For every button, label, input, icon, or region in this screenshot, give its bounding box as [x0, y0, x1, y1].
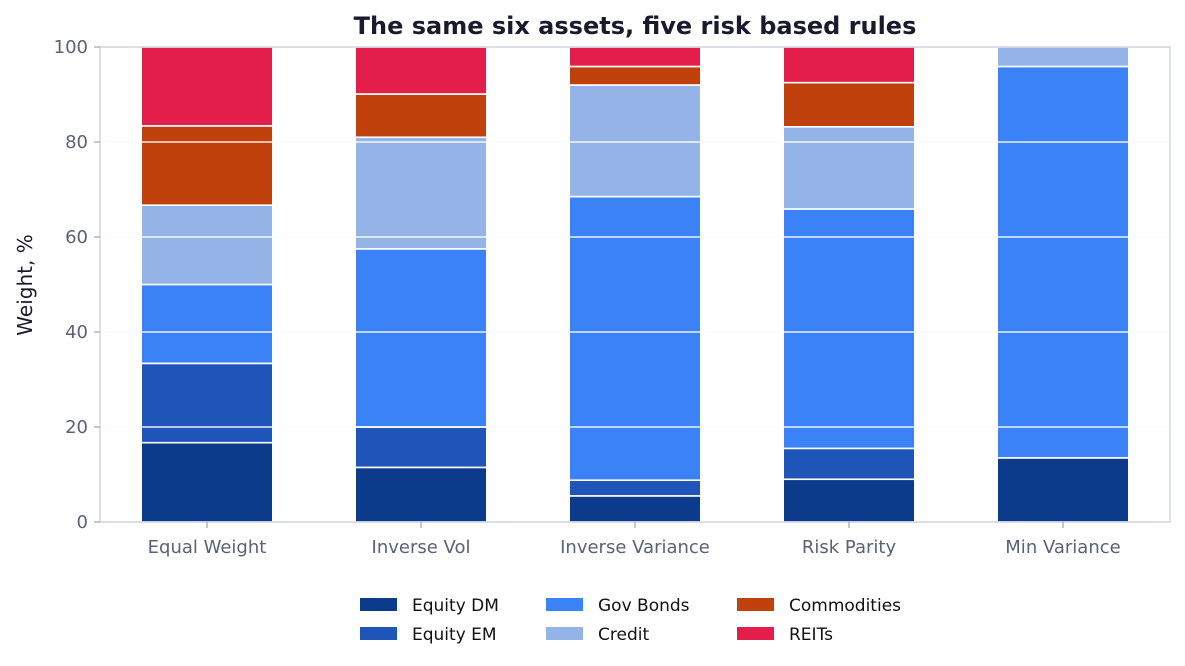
legend-label-equity-em: Equity EM: [412, 625, 497, 645]
bar-segment-commodities-inverse-variance: [568, 65, 702, 86]
bar-segment-equity-dm-inverse-vol: [354, 466, 488, 523]
bar-segment-commodities-equal-weight: [140, 125, 274, 206]
x-tick-label-inverse-variance: Inverse Variance: [560, 537, 710, 558]
bar-segment-equity-em-inverse-variance: [568, 479, 702, 497]
legend-label-commodities: Commodities: [789, 596, 901, 616]
legend: Equity DM Equity EM Gov Bonds Credit Commodi…: [360, 596, 901, 645]
bar-segment-credit-risk-parity: [782, 126, 916, 210]
legend-swatch-gov-bonds: [546, 598, 583, 611]
bar-segment-gov-bonds-risk-parity: [782, 208, 916, 450]
bar-segment-equity-dm-min-variance: [996, 457, 1130, 523]
x-tick-label-equal-weight: Equal Weight: [148, 537, 267, 558]
bar-segment-reits-inverse-vol: [354, 46, 488, 95]
bar-segment-gov-bonds-inverse-variance: [568, 195, 702, 482]
legend-swatch-equity-dm: [360, 598, 397, 611]
y-tick-label-80: 80: [65, 132, 88, 153]
bar-segment-reits-equal-weight: [140, 46, 274, 127]
bar-segment-equity-dm-equal-weight: [140, 441, 274, 523]
bar-segment-equity-em-risk-parity: [782, 447, 916, 481]
bar-segment-commodities-inverse-vol: [354, 93, 488, 139]
bar-segment-gov-bonds-inverse-vol: [354, 248, 488, 428]
legend-swatch-reits: [737, 627, 774, 640]
bar-segment-equity-dm-inverse-variance: [568, 495, 702, 523]
x-tick-label-risk-parity: Risk Parity: [802, 537, 897, 558]
bar-segment-reits-risk-parity: [782, 46, 916, 84]
legend-label-gov-bonds: Gov Bonds: [598, 596, 690, 616]
bar-segment-commodities-risk-parity: [782, 81, 916, 128]
axes: 0 20 40 60 80 100 Equal Weight Inverse Vol Inver…: [54, 37, 1171, 558]
bars: [100, 46, 1170, 523]
bar-segment-credit-equal-weight: [140, 204, 274, 286]
legend-label-equity-dm: Equity DM: [412, 596, 499, 616]
x-tick-label-min-variance: Min Variance: [1005, 537, 1120, 558]
y-axis-label: Weight, %: [13, 234, 37, 335]
legend-swatch-commodities: [737, 598, 774, 611]
y-tick-label-100: 100: [54, 37, 88, 58]
bar-segment-equity-em-inverse-vol: [354, 426, 488, 469]
bar-segment-equity-dm-risk-parity: [782, 478, 916, 523]
legend-swatch-credit: [546, 627, 583, 640]
bar-segment-equity-em-equal-weight: [140, 362, 274, 444]
bar-segment-gov-bonds-min-variance: [996, 65, 1130, 459]
bar-segment-credit-inverse-variance: [568, 84, 702, 198]
y-tick-label-40: 40: [65, 322, 88, 343]
legend-label-credit: Credit: [598, 625, 649, 645]
bar-segment-credit-min-variance: [996, 46, 1130, 68]
bar-segment-credit-inverse-vol: [354, 136, 488, 250]
bar-segment-reits-inverse-variance: [568, 46, 702, 68]
chart-title: The same six assets, five risk based rul…: [354, 12, 917, 40]
legend-label-reits: REITs: [789, 625, 833, 645]
y-tick-label-0: 0: [77, 512, 88, 533]
y-tick-label-60: 60: [65, 227, 88, 248]
bar-segment-gov-bonds-equal-weight: [140, 283, 274, 365]
x-tick-label-inverse-vol: Inverse Vol: [372, 537, 471, 558]
legend-swatch-equity-em: [360, 627, 397, 640]
y-tick-label-20: 20: [65, 417, 88, 438]
